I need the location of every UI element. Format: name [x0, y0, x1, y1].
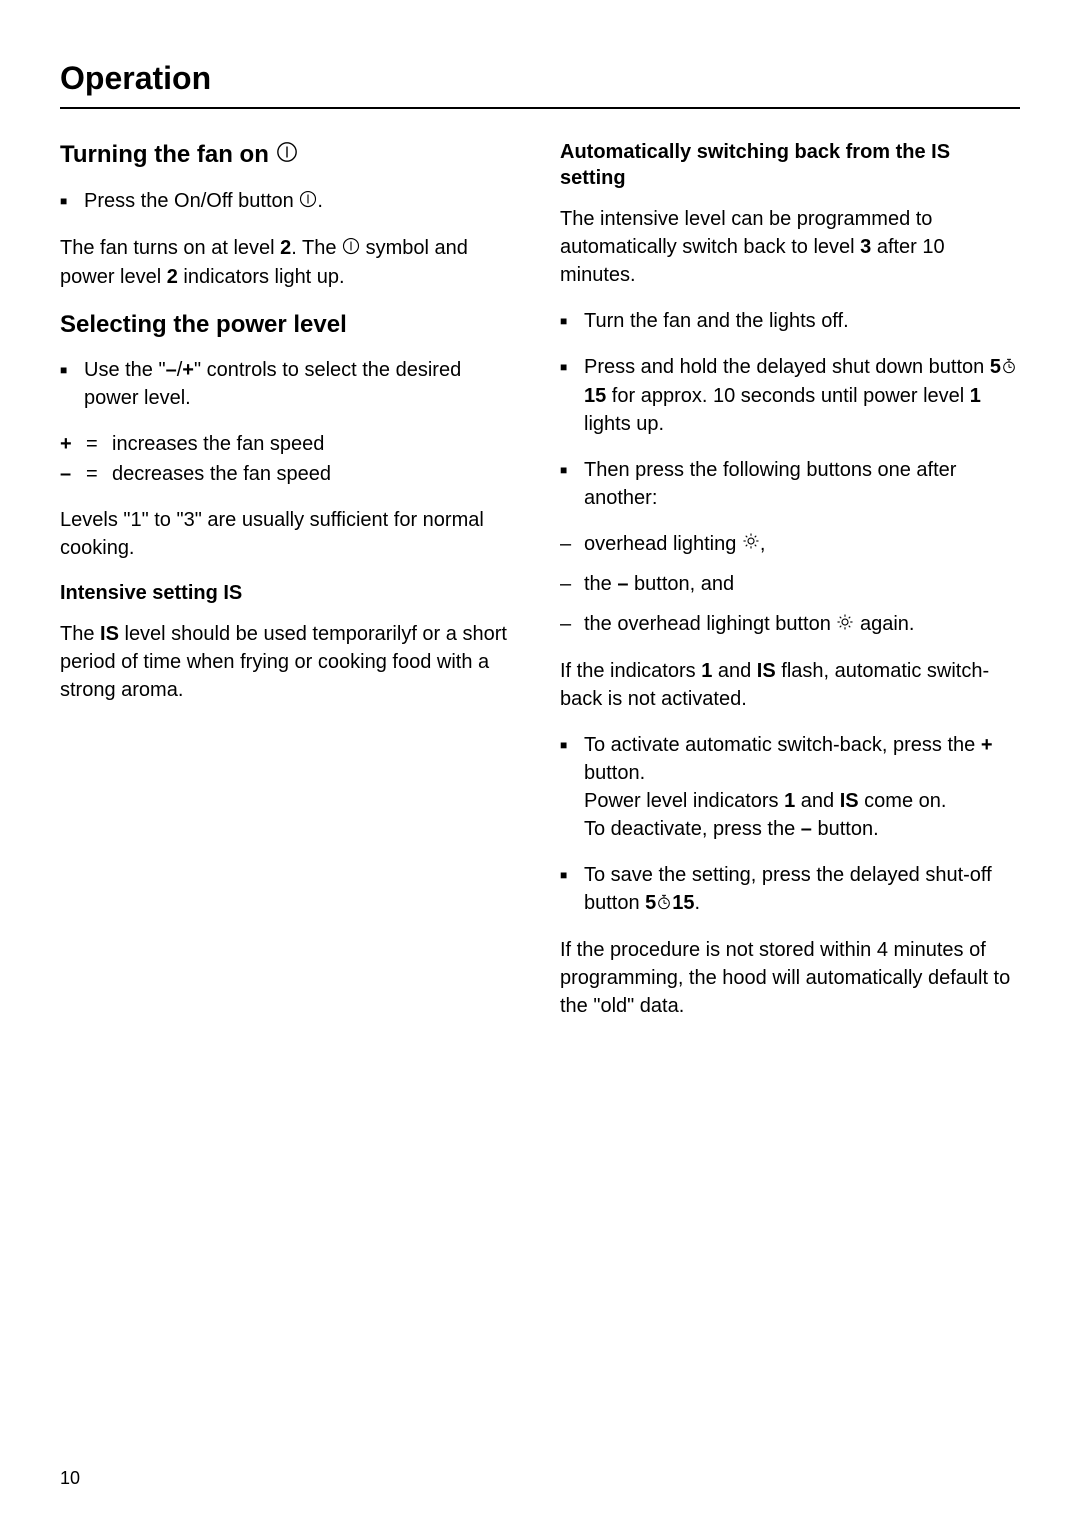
page-title: Operation — [60, 60, 1020, 109]
text: . — [695, 892, 701, 914]
para-procedure-timeout: If the procedure is not stored within 4 … — [560, 936, 1020, 1020]
text: and — [712, 660, 756, 682]
list-item: Use the "–/+" controls to select the des… — [60, 356, 520, 412]
bold: – — [617, 573, 628, 595]
bold: 15 — [672, 892, 694, 914]
timer-icon — [656, 890, 672, 918]
bullet-list-then-press: Then press the following buttons one aft… — [560, 456, 1020, 512]
text: button, and — [628, 573, 734, 595]
list-item: the – button, and — [560, 570, 1020, 598]
bold: 2 — [167, 266, 178, 288]
def-plus: + = increases the fan speed — [60, 430, 520, 458]
left-column: Turning the fan on Press the On/Off butt… — [60, 139, 520, 1038]
def-sign: – — [60, 460, 78, 488]
dash-list-buttons: overhead lighting , the – button, and th… — [560, 530, 1020, 639]
text-suffix: , — [760, 533, 766, 555]
text: To activate automatic switch-back, press… — [584, 734, 981, 756]
text: Press the On/Off button — [84, 190, 299, 212]
list-item: Then press the following buttons one aft… — [560, 456, 1020, 512]
text: button. — [584, 762, 645, 784]
bullet-list-onoff: Press the On/Off button . — [60, 187, 520, 216]
list-item: Turn the fan and the lights off. — [560, 307, 1020, 335]
text: for approx. 10 seconds until power level — [606, 385, 970, 407]
def-eq: = — [86, 430, 104, 458]
def-eq: = — [86, 460, 104, 488]
heading-text: Turning the fan on — [60, 141, 276, 168]
list-item: the overhead lighingt button again. — [560, 610, 1020, 639]
bullet-list-controls: Use the "–/+" controls to select the des… — [60, 356, 520, 412]
def-sign: + — [60, 430, 78, 458]
bullet-list-activate: To activate automatic switch-back, press… — [560, 731, 1020, 843]
text-suffix: . — [317, 190, 323, 212]
text: The — [60, 623, 100, 645]
bold: IS — [100, 623, 119, 645]
list-item: overhead lighting , — [560, 530, 1020, 559]
text: the — [584, 573, 617, 595]
power-icon — [342, 235, 360, 263]
text: . The — [291, 237, 342, 259]
heading-power-level: Selecting the power level — [60, 309, 520, 340]
text: If the indicators — [560, 660, 701, 682]
bold: 5 — [990, 356, 1001, 378]
text: overhead lighting — [584, 533, 742, 555]
bold: + — [182, 359, 194, 381]
definition-group: + = increases the fan speed – = decrease… — [60, 430, 520, 488]
bold: 1 — [784, 790, 795, 812]
text: The fan turns on at level — [60, 237, 280, 259]
para-intensive-program: The intensive level can be programmed to… — [560, 205, 1020, 289]
bullet-list-turn-off: Turn the fan and the lights off. — [560, 307, 1020, 335]
power-icon — [276, 140, 298, 171]
subheading-auto-switch: Automatically switching back from the IS… — [560, 139, 1020, 191]
right-column: Automatically switching back from the IS… — [560, 139, 1020, 1038]
text: Use the " — [84, 359, 166, 381]
text: the overhead lighingt button — [584, 613, 836, 635]
text: indicators light up. — [178, 266, 345, 288]
text: Press and hold the delayed shut down but… — [584, 356, 990, 378]
power-icon — [299, 188, 317, 216]
content-columns: Turning the fan on Press the On/Off butt… — [60, 139, 1020, 1038]
bold: IS — [840, 790, 859, 812]
bullet-list-save: To save the setting, press the delayed s… — [560, 861, 1020, 918]
bold: 1 — [701, 660, 712, 682]
text: lights up. — [584, 413, 664, 435]
light-icon — [836, 611, 854, 639]
text: again. — [854, 613, 914, 635]
bold: 15 — [584, 385, 606, 407]
subheading-intensive: Intensive setting IS — [60, 580, 520, 606]
bold: – — [801, 818, 812, 840]
text: level should be used temporarilyf or a s… — [60, 623, 507, 701]
bold: 3 — [860, 236, 871, 258]
def-text: increases the fan speed — [112, 430, 520, 458]
timer-icon — [1001, 354, 1017, 382]
para-indicators-flash: If the indicators 1 and IS flash, automa… — [560, 657, 1020, 713]
bold: 5 — [645, 892, 656, 914]
bold: – — [166, 359, 177, 381]
list-item: To save the setting, press the delayed s… — [560, 861, 1020, 918]
para-is-level: The IS level should be used temporarilyf… — [60, 620, 520, 704]
light-icon — [742, 530, 760, 558]
bold: 2 — [280, 237, 291, 259]
def-minus: – = decreases the fan speed — [60, 460, 520, 488]
list-item: To activate automatic switch-back, press… — [560, 731, 1020, 843]
bold: + — [981, 734, 993, 756]
para-levels-sufficient: Levels "1" to "3" are usually sufficient… — [60, 506, 520, 562]
list-item: Press and hold the delayed shut down but… — [560, 353, 1020, 438]
text: To deactivate, press the — [584, 818, 801, 840]
bullet-list-press-hold: Press and hold the delayed shut down but… — [560, 353, 1020, 438]
def-text: decreases the fan speed — [112, 460, 520, 488]
bold: 1 — [970, 385, 981, 407]
list-item: Press the On/Off button . — [60, 187, 520, 216]
text: Power level indicators — [584, 790, 784, 812]
text: and — [795, 790, 839, 812]
bold: IS — [757, 660, 776, 682]
text: button. — [812, 818, 879, 840]
page-number: 10 — [60, 1468, 80, 1489]
heading-turning-fan-on: Turning the fan on — [60, 139, 520, 171]
para-fan-level2: The fan turns on at level 2. The symbol … — [60, 234, 520, 291]
text: come on. — [859, 790, 947, 812]
